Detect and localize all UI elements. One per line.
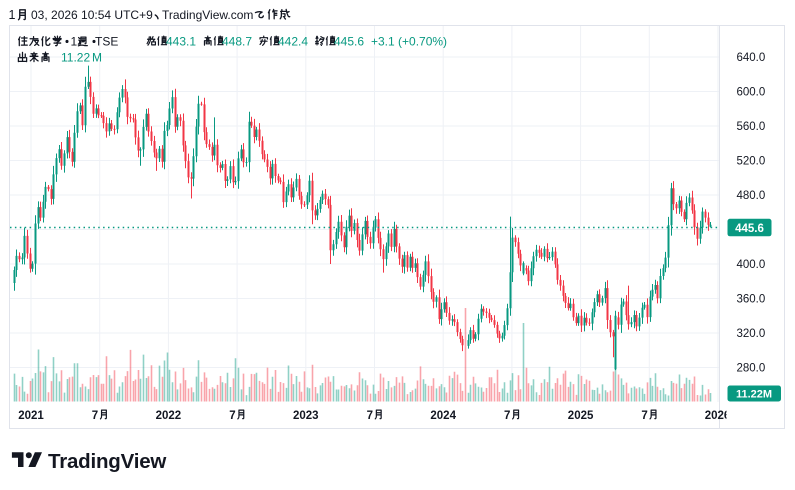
svg-text:443.1: 443.1 bbox=[166, 35, 196, 49]
svg-text:2023: 2023 bbox=[293, 410, 319, 422]
svg-text:TradingView: TradingView bbox=[48, 450, 166, 473]
svg-text:480.0: 480.0 bbox=[737, 190, 766, 202]
svg-text:11.22: 11.22 bbox=[61, 51, 90, 65]
svg-text:445.6: 445.6 bbox=[735, 223, 764, 235]
svg-text:442.4: 442.4 bbox=[278, 35, 308, 49]
svg-text:280.0: 280.0 bbox=[737, 363, 766, 375]
svg-text:03, 2026 10:54 UTC+9: 03, 2026 10:54 UTC+9 bbox=[31, 8, 153, 22]
svg-text:M: M bbox=[92, 51, 102, 65]
svg-text:7: 7 bbox=[641, 410, 647, 422]
svg-text:445.6: 445.6 bbox=[334, 35, 364, 49]
svg-text:2022: 2022 bbox=[156, 410, 182, 422]
svg-text:1: 1 bbox=[71, 35, 78, 49]
svg-text:400.0: 400.0 bbox=[737, 259, 766, 271]
svg-text:320.0: 320.0 bbox=[737, 328, 766, 340]
svg-text:600.0: 600.0 bbox=[737, 87, 766, 99]
svg-text:TSE: TSE bbox=[95, 35, 118, 49]
svg-text:TradingView.com: TradingView.com bbox=[162, 8, 253, 22]
svg-text:560.0: 560.0 bbox=[737, 121, 766, 133]
svg-text:1: 1 bbox=[9, 8, 16, 22]
svg-text:7: 7 bbox=[229, 410, 235, 422]
svg-text:2021: 2021 bbox=[18, 410, 44, 422]
svg-text:+3.1 (+0.70%): +3.1 (+0.70%) bbox=[371, 35, 447, 49]
svg-text:11.22M: 11.22M bbox=[736, 389, 772, 401]
svg-text:640.0: 640.0 bbox=[737, 52, 766, 64]
svg-text:7: 7 bbox=[504, 410, 510, 422]
svg-text:2024: 2024 bbox=[430, 410, 456, 422]
svg-text:360.0: 360.0 bbox=[737, 294, 766, 306]
svg-text:2026: 2026 bbox=[705, 410, 731, 422]
svg-text:520.0: 520.0 bbox=[737, 156, 766, 168]
svg-text:7: 7 bbox=[92, 410, 98, 422]
svg-text:2025: 2025 bbox=[568, 410, 594, 422]
svg-text:7: 7 bbox=[367, 410, 373, 422]
svg-text:448.7: 448.7 bbox=[222, 35, 252, 49]
